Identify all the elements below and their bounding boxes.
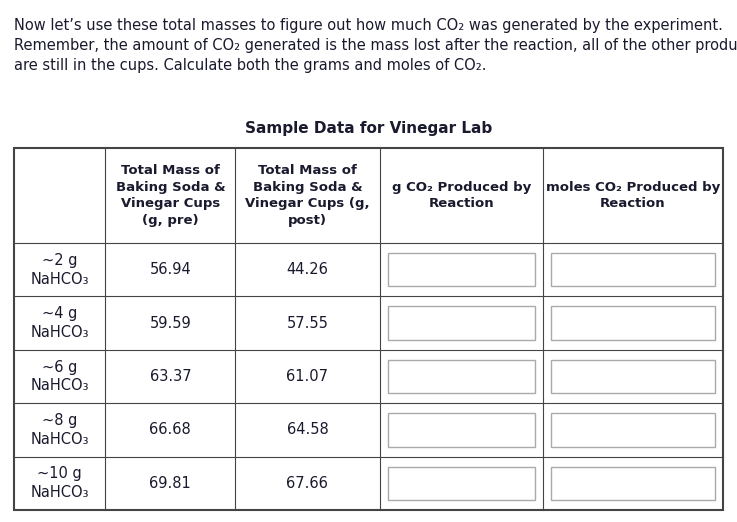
Text: ~10 g
NaHCO₃: ~10 g NaHCO₃ bbox=[30, 467, 89, 500]
Bar bbox=[551, 253, 715, 287]
Bar bbox=[551, 306, 715, 340]
Text: 59.59: 59.59 bbox=[150, 316, 191, 330]
Text: ~4 g
NaHCO₃: ~4 g NaHCO₃ bbox=[30, 306, 89, 340]
Text: 64.58: 64.58 bbox=[287, 422, 328, 437]
Text: 56.94: 56.94 bbox=[150, 262, 191, 277]
Text: ~6 g
NaHCO₃: ~6 g NaHCO₃ bbox=[30, 360, 89, 393]
Text: 61.07: 61.07 bbox=[287, 369, 329, 384]
Bar bbox=[388, 306, 535, 340]
Bar bbox=[388, 413, 535, 447]
Text: 57.55: 57.55 bbox=[287, 316, 329, 330]
Bar bbox=[388, 467, 535, 500]
Text: moles CO₂ Produced by
Reaction: moles CO₂ Produced by Reaction bbox=[546, 181, 720, 210]
Bar bbox=[388, 253, 535, 287]
Bar bbox=[551, 467, 715, 500]
Text: Sample Data for Vinegar Lab: Sample Data for Vinegar Lab bbox=[245, 121, 492, 136]
Text: g CO₂ Produced by
Reaction: g CO₂ Produced by Reaction bbox=[391, 181, 531, 210]
Text: Remember, the amount of CO₂ generated is the mass lost after the reaction, all o: Remember, the amount of CO₂ generated is… bbox=[14, 38, 737, 53]
Text: Now let’s use these total masses to figure out how much CO₂ was generated by the: Now let’s use these total masses to figu… bbox=[14, 18, 723, 33]
Text: 44.26: 44.26 bbox=[287, 262, 329, 277]
Text: 67.66: 67.66 bbox=[287, 476, 329, 491]
Text: are still in the cups. Calculate both the grams and moles of CO₂.: are still in the cups. Calculate both th… bbox=[14, 58, 486, 73]
Text: Total Mass of
Baking Soda &
Vinegar Cups
(g, pre): Total Mass of Baking Soda & Vinegar Cups… bbox=[116, 164, 225, 227]
Bar bbox=[14, 148, 723, 510]
Text: 66.68: 66.68 bbox=[150, 422, 191, 437]
Bar bbox=[551, 413, 715, 447]
Text: ~2 g
NaHCO₃: ~2 g NaHCO₃ bbox=[30, 253, 89, 287]
Text: 69.81: 69.81 bbox=[150, 476, 191, 491]
Text: 63.37: 63.37 bbox=[150, 369, 191, 384]
Text: Total Mass of
Baking Soda &
Vinegar Cups (g,
post): Total Mass of Baking Soda & Vinegar Cups… bbox=[245, 164, 370, 227]
Bar bbox=[551, 360, 715, 393]
Bar bbox=[388, 360, 535, 393]
Text: ~8 g
NaHCO₃: ~8 g NaHCO₃ bbox=[30, 413, 89, 447]
